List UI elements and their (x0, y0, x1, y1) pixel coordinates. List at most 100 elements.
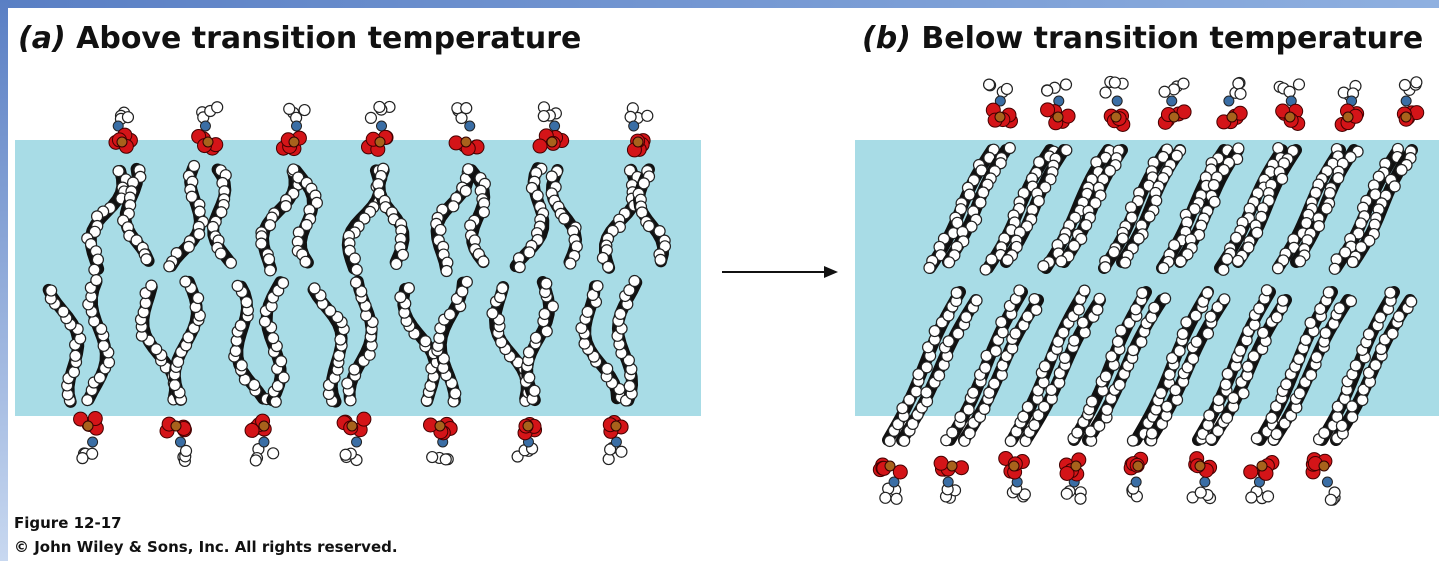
phosphorus-atom (435, 421, 445, 431)
hydrogen-atom (1002, 255, 1013, 266)
hydrogen-atom (1133, 233, 1144, 244)
hydrogen-atom (1213, 395, 1224, 406)
nitrogen-atom (1112, 96, 1122, 106)
hydrogen-atom (1319, 427, 1330, 438)
phosphorus-atom (1111, 112, 1121, 122)
hydrogen-atom (215, 248, 226, 259)
hydrogen-atom (1294, 353, 1305, 364)
hydrogen-atom (1232, 255, 1243, 266)
hydrogen-atom (268, 448, 279, 459)
nitrogen-atom (1322, 477, 1332, 487)
hydrogen-atom (1072, 427, 1083, 438)
hydrogen-atom (351, 264, 362, 275)
hydrogen-atom (1355, 218, 1366, 229)
phosphorus-atom (1401, 112, 1411, 122)
hydrogen-atom (1151, 195, 1162, 206)
phosphorus-atom (1195, 461, 1205, 471)
nitrogen-atom (292, 121, 302, 131)
hydrogen-atom (1336, 420, 1347, 431)
hydrogen-atom (524, 372, 535, 383)
hydrogen-atom (268, 333, 279, 344)
hydrogen-atom (1126, 202, 1137, 213)
hydrogen-atom (1059, 352, 1070, 363)
hydrogen-atom (250, 455, 261, 466)
hydrogen-atom (193, 293, 204, 304)
hydrogen-atom (579, 338, 590, 349)
hydrogen-atom (1209, 196, 1220, 207)
hydrogen-atom (921, 387, 932, 398)
hydrogen-atom (1228, 392, 1239, 403)
phosphorus-atom (1343, 112, 1353, 122)
hydrogen-atom (924, 262, 935, 273)
hydrogen-atom (1393, 311, 1404, 322)
hydrogen-atom (1273, 143, 1284, 154)
hydrogen-atom (89, 264, 100, 275)
hydrogen-atom (284, 103, 295, 114)
hydrogen-atom (1251, 433, 1262, 444)
oxygen-atom (1041, 103, 1055, 117)
hydrogen-atom (1101, 404, 1112, 415)
hydrogen-atom (541, 326, 552, 337)
hydrogen-atom (559, 213, 570, 224)
hydrogen-atom (1406, 296, 1417, 307)
hydrogen-atom (1334, 303, 1345, 314)
hydrogen-atom (934, 370, 945, 381)
hydrogen-atom (643, 221, 654, 232)
hydrogen-atom (1363, 329, 1374, 340)
hydrogen-atom (1233, 78, 1244, 89)
phosphorus-atom (461, 137, 471, 147)
panel-a-label: (a) (18, 21, 66, 56)
hydrogen-atom (1300, 334, 1311, 345)
phosphorus-atom (1285, 112, 1295, 122)
hydrogen-atom (1242, 361, 1253, 372)
hydrogen-atom (1100, 87, 1111, 98)
hydrogen-atom (365, 112, 376, 123)
nitrogen-atom (377, 121, 387, 131)
hydrogen-atom (1109, 77, 1120, 88)
hydrogen-atom (1100, 262, 1111, 273)
hydrogen-atom (961, 312, 972, 323)
hydrogen-atom (1188, 353, 1199, 364)
hydrogen-atom (403, 283, 414, 294)
hydrogen-atom (1266, 412, 1277, 423)
hydrogen-atom (964, 189, 975, 200)
hydrogen-atom (1294, 256, 1305, 267)
hydrogen-atom (531, 332, 542, 343)
hydrogen-atom (241, 297, 252, 308)
hydrogen-atom (1323, 287, 1334, 298)
hydrogen-atom (1271, 429, 1282, 440)
hydrogen-atom (340, 449, 351, 460)
panel-b-title: (b) Below transition temperature (862, 21, 1423, 56)
hydrogen-atom (335, 334, 346, 345)
hydrogen-atom (1155, 388, 1166, 399)
hydrogen-atom (1160, 293, 1171, 304)
hydrogen-atom (1061, 488, 1072, 499)
hydrogen-atom (263, 254, 274, 265)
hydrogen-atom (638, 178, 649, 189)
hydrogen-atom (487, 308, 498, 319)
hydrogen-atom (963, 404, 974, 415)
hydrogen-atom (547, 301, 558, 312)
hydrogen-atom (538, 111, 549, 122)
hydrogen-atom (978, 187, 989, 198)
hydrogen-atom (971, 295, 982, 306)
hydrogen-atom (497, 283, 508, 294)
hydrogen-atom (448, 201, 459, 212)
hydrogen-atom (1149, 302, 1160, 313)
hydrogen-atom (1233, 143, 1244, 154)
hydrogen-atom (1069, 335, 1080, 346)
hydrogen-atom (642, 110, 653, 121)
figure-number: Figure 12-17 (14, 514, 122, 532)
hydrogen-atom (1219, 294, 1230, 305)
hydrogen-atom (1159, 86, 1170, 97)
hydrogen-atom (1031, 304, 1042, 315)
hydrogen-atom (1235, 345, 1246, 356)
hydrogen-atom (615, 308, 626, 319)
hydrogen-atom (1069, 240, 1080, 251)
hydrogen-atom (98, 340, 109, 351)
hydrogen-atom (1191, 336, 1202, 347)
hydrogen-atom (624, 381, 635, 392)
hydrogen-atom (1061, 79, 1072, 90)
panel-b-heading: Below transition temperature (921, 21, 1423, 56)
hydrogen-atom (1144, 211, 1155, 222)
